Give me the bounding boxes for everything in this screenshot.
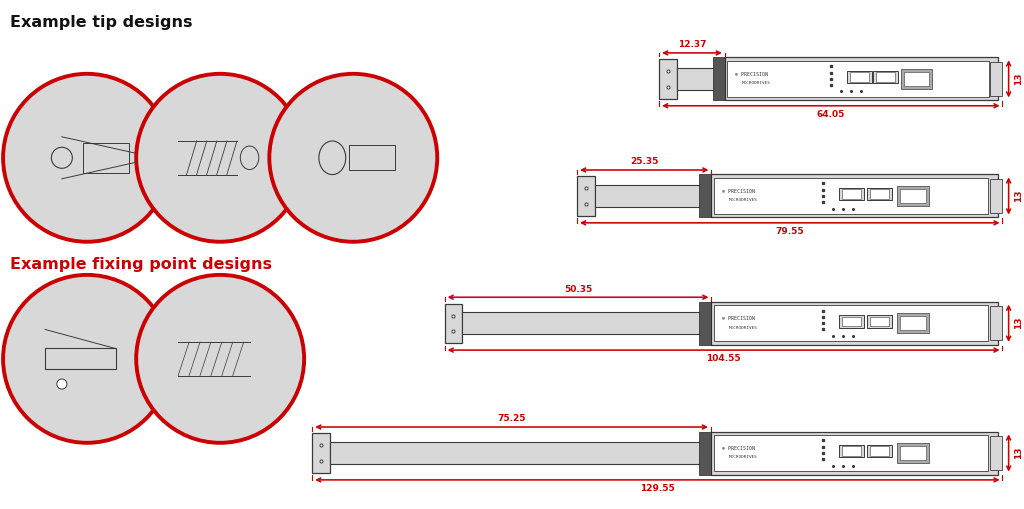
Ellipse shape <box>241 146 259 169</box>
Text: 79.55: 79.55 <box>775 227 804 236</box>
Text: MICRODRIVES: MICRODRIVES <box>729 199 758 203</box>
Bar <box>727 61 989 97</box>
Bar <box>578 176 595 216</box>
Bar <box>842 317 861 326</box>
Bar <box>330 442 712 464</box>
Bar <box>713 58 725 100</box>
Bar <box>699 302 712 345</box>
Text: 13: 13 <box>1014 317 1023 329</box>
Bar <box>677 68 726 90</box>
Bar <box>850 72 868 82</box>
Bar <box>869 446 889 456</box>
Ellipse shape <box>269 74 437 242</box>
Text: 13: 13 <box>1014 447 1023 459</box>
Bar <box>896 443 929 463</box>
Bar <box>897 313 929 333</box>
Bar <box>990 436 1002 470</box>
Text: ⊛ PRECISION: ⊛ PRECISION <box>723 189 756 194</box>
Bar <box>725 58 998 100</box>
Ellipse shape <box>318 141 346 175</box>
Bar <box>659 59 677 99</box>
Text: Example tip designs: Example tip designs <box>10 15 193 30</box>
Bar <box>842 446 861 456</box>
Ellipse shape <box>3 74 171 242</box>
Bar <box>866 445 892 458</box>
Bar <box>45 348 117 369</box>
Bar <box>839 445 864 458</box>
Text: 75.25: 75.25 <box>498 414 526 423</box>
Bar <box>869 189 889 199</box>
Text: 129.55: 129.55 <box>640 484 675 493</box>
Bar <box>714 305 988 342</box>
Bar <box>842 189 861 199</box>
Bar <box>698 432 711 474</box>
Bar <box>462 312 713 334</box>
Bar <box>866 188 892 201</box>
Bar <box>901 69 932 89</box>
Bar <box>990 306 1002 340</box>
Ellipse shape <box>136 275 304 443</box>
Text: 13: 13 <box>1014 73 1023 85</box>
Bar <box>712 302 998 345</box>
Bar <box>869 317 889 326</box>
Bar <box>839 315 864 328</box>
Bar <box>900 189 926 203</box>
Bar <box>876 72 895 82</box>
Text: 64.05: 64.05 <box>817 110 845 119</box>
Bar <box>83 143 129 173</box>
Bar <box>866 315 892 328</box>
Text: Example fixing point designs: Example fixing point designs <box>10 257 272 272</box>
Text: ⊛ PRECISION: ⊛ PRECISION <box>735 72 768 77</box>
Text: MICRODRIVES: MICRODRIVES <box>729 326 758 330</box>
Bar <box>699 175 712 217</box>
Text: ⊛ PRECISION: ⊛ PRECISION <box>723 316 756 321</box>
Text: 13: 13 <box>1014 190 1023 202</box>
Text: ⊛ PRECISION: ⊛ PRECISION <box>722 446 755 451</box>
Text: 104.55: 104.55 <box>707 354 741 363</box>
Bar <box>900 316 926 330</box>
Bar <box>349 145 395 171</box>
Bar <box>990 62 1002 96</box>
Text: 12.37: 12.37 <box>678 40 707 49</box>
Bar <box>714 178 988 214</box>
Bar <box>714 435 988 471</box>
Bar <box>712 175 998 217</box>
Bar <box>990 179 1002 213</box>
Bar <box>904 72 929 86</box>
Ellipse shape <box>136 74 304 242</box>
Text: MICRODRIVES: MICRODRIVES <box>729 456 758 460</box>
Text: 25.35: 25.35 <box>630 157 658 166</box>
Text: 50.35: 50.35 <box>564 285 592 294</box>
Bar <box>847 71 871 83</box>
Text: MICRODRIVES: MICRODRIVES <box>741 81 771 86</box>
Bar <box>312 433 330 473</box>
Bar <box>444 303 462 343</box>
Bar <box>897 186 929 206</box>
Bar <box>872 71 898 83</box>
Bar <box>595 185 713 207</box>
Bar <box>900 446 926 460</box>
Ellipse shape <box>56 379 67 389</box>
Bar <box>711 432 998 474</box>
Ellipse shape <box>3 275 171 443</box>
Bar <box>839 188 864 201</box>
